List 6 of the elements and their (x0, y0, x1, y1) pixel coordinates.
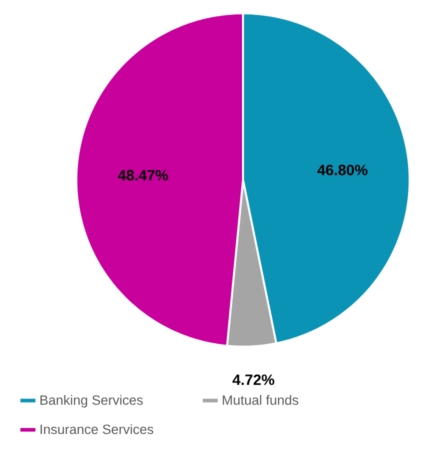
legend-label: Mutual funds (222, 394, 298, 405)
data-label: 46.80% (317, 164, 368, 176)
legend-label: Insurance Services (40, 424, 154, 434)
data-label: 48.47% (118, 170, 168, 180)
data-label: 4.72% (232, 374, 274, 385)
legend-label: Banking Services (40, 394, 143, 408)
